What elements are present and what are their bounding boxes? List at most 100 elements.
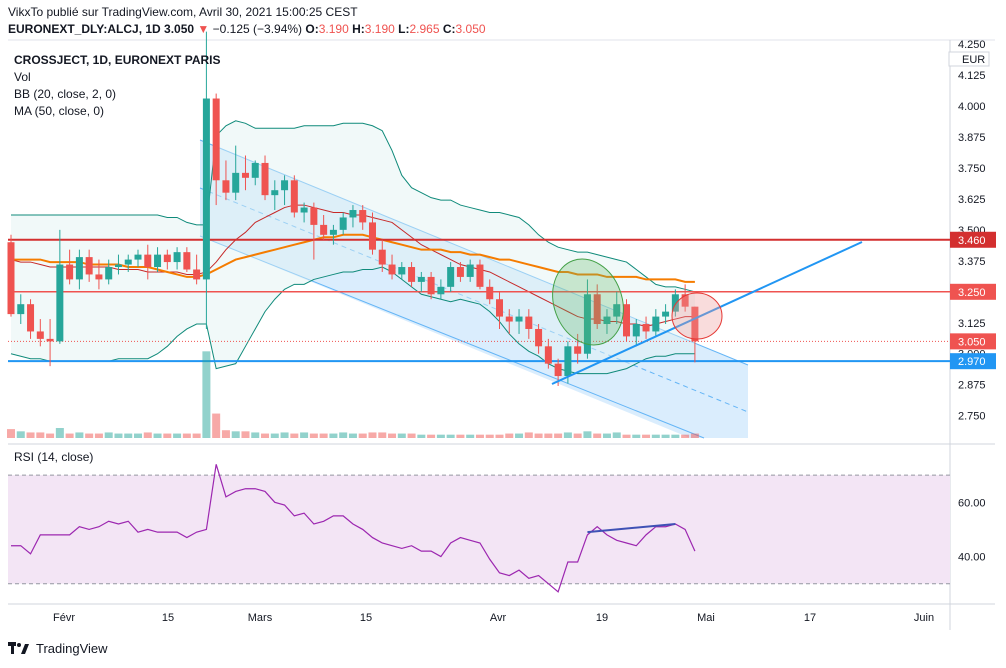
price-tick-label: 4.000 [958, 101, 986, 113]
candle-body [95, 274, 103, 280]
tradingview-footer[interactable]: TradingView [8, 641, 108, 656]
volume-bar [329, 433, 338, 438]
volume-bar [94, 433, 103, 438]
high-value: 3.190 [364, 22, 395, 36]
candle-body [408, 267, 416, 282]
candle-body [17, 304, 25, 315]
candle-body [417, 276, 425, 282]
price-tick-label: 2.875 [958, 380, 986, 392]
currency-label: EUR [962, 54, 985, 66]
bollinger-lower [10, 266, 695, 375]
volume-bar [417, 434, 426, 438]
time-tick-label: 17 [804, 612, 816, 624]
chart-title: CROSSJECT, 1D, EURONEXT PARIS [14, 53, 221, 67]
volume-bar [475, 434, 484, 438]
candle-body [251, 162, 259, 178]
price-label: 3.460 [958, 235, 986, 247]
legend-bollinger[interactable]: BB (20, close, 2, 0) [14, 87, 117, 101]
legend-volume[interactable]: Vol [14, 70, 31, 84]
volume-bar [681, 434, 690, 438]
volume-bar [593, 433, 602, 438]
candle-body [241, 172, 249, 178]
candle-body [56, 264, 64, 342]
volume-bar [309, 433, 318, 438]
candle-body [290, 180, 298, 213]
rsi-legend[interactable]: RSI (14, close) [14, 450, 94, 464]
volume-bar [75, 432, 84, 438]
candle-body [623, 304, 631, 337]
time-tick-label: Juin [914, 612, 934, 624]
volume-bar [182, 433, 191, 438]
volume-bar [524, 432, 533, 438]
candle-body [114, 264, 122, 268]
candle-body [496, 299, 503, 317]
candle-body [466, 264, 474, 277]
candle-body [525, 316, 533, 329]
candle-body [662, 311, 670, 317]
volume-bar [515, 433, 524, 438]
volume-bar [397, 433, 406, 438]
volume-bar [573, 433, 582, 438]
candle-body [544, 346, 552, 364]
volume-bar [290, 433, 299, 438]
volume-bar [554, 433, 563, 438]
volume-bar [221, 430, 230, 438]
time-tick-label: Févr [53, 612, 75, 624]
candle-body [378, 249, 386, 265]
low-label: L: [398, 22, 410, 36]
candle-body [564, 346, 572, 377]
price-tick-label: 3.125 [958, 318, 986, 330]
candle-body [212, 98, 220, 181]
volume-bar [485, 434, 494, 438]
volume-bar [583, 431, 592, 438]
candle-body [603, 316, 611, 325]
open-label: O: [305, 22, 319, 36]
candle-body [36, 331, 44, 339]
volume-bar [602, 433, 611, 438]
price-label: 3.250 [958, 287, 986, 299]
volume-bar [642, 434, 651, 438]
rsi-tick-label: 60.00 [958, 497, 986, 509]
volume-bar [358, 433, 367, 438]
candle-body [144, 254, 152, 268]
candle-body [7, 242, 15, 315]
candle-body [652, 316, 660, 332]
candle-body [183, 252, 191, 270]
volume-bar [26, 432, 35, 438]
volume-bar [231, 431, 240, 438]
candle-body [691, 306, 699, 342]
candle-body [320, 224, 328, 235]
volume-bar [632, 434, 641, 438]
volume-bar [153, 433, 162, 438]
candle-body [456, 267, 464, 277]
volume-bar [46, 433, 55, 438]
candle-body [163, 254, 171, 263]
candle-body [632, 324, 640, 337]
candle-body [329, 229, 337, 235]
legend-moving-average[interactable]: MA (50, close, 0) [14, 104, 105, 118]
candle-body [642, 324, 650, 332]
ma50-line [11, 233, 695, 283]
green-ellipse [552, 258, 624, 346]
volume-bar [651, 434, 660, 438]
candle-body [154, 254, 162, 268]
volume-bar [241, 431, 250, 438]
price-label: 3.050 [958, 336, 986, 348]
candle-body [261, 162, 269, 196]
time-tick-label: 15 [360, 612, 372, 624]
candle-body [554, 363, 562, 377]
candle-body [46, 338, 54, 342]
candle-body [134, 254, 142, 260]
bollinger-upper [11, 120, 696, 293]
close-value: 3.050 [455, 22, 486, 36]
volume-bar [202, 351, 211, 438]
volume-bar [505, 433, 514, 438]
time-tick-label: Mars [248, 612, 273, 624]
symbol-ohlc-bar: EURONEXT_DLY:ALCJ, 1D 3.050 ▼ −0.125 (−3… [8, 22, 486, 36]
candle-body [671, 294, 679, 312]
volume-bar [456, 434, 465, 438]
volume-bar [661, 434, 670, 438]
volume-bar [690, 433, 699, 438]
rsi-tick-label: 40.00 [958, 552, 986, 564]
